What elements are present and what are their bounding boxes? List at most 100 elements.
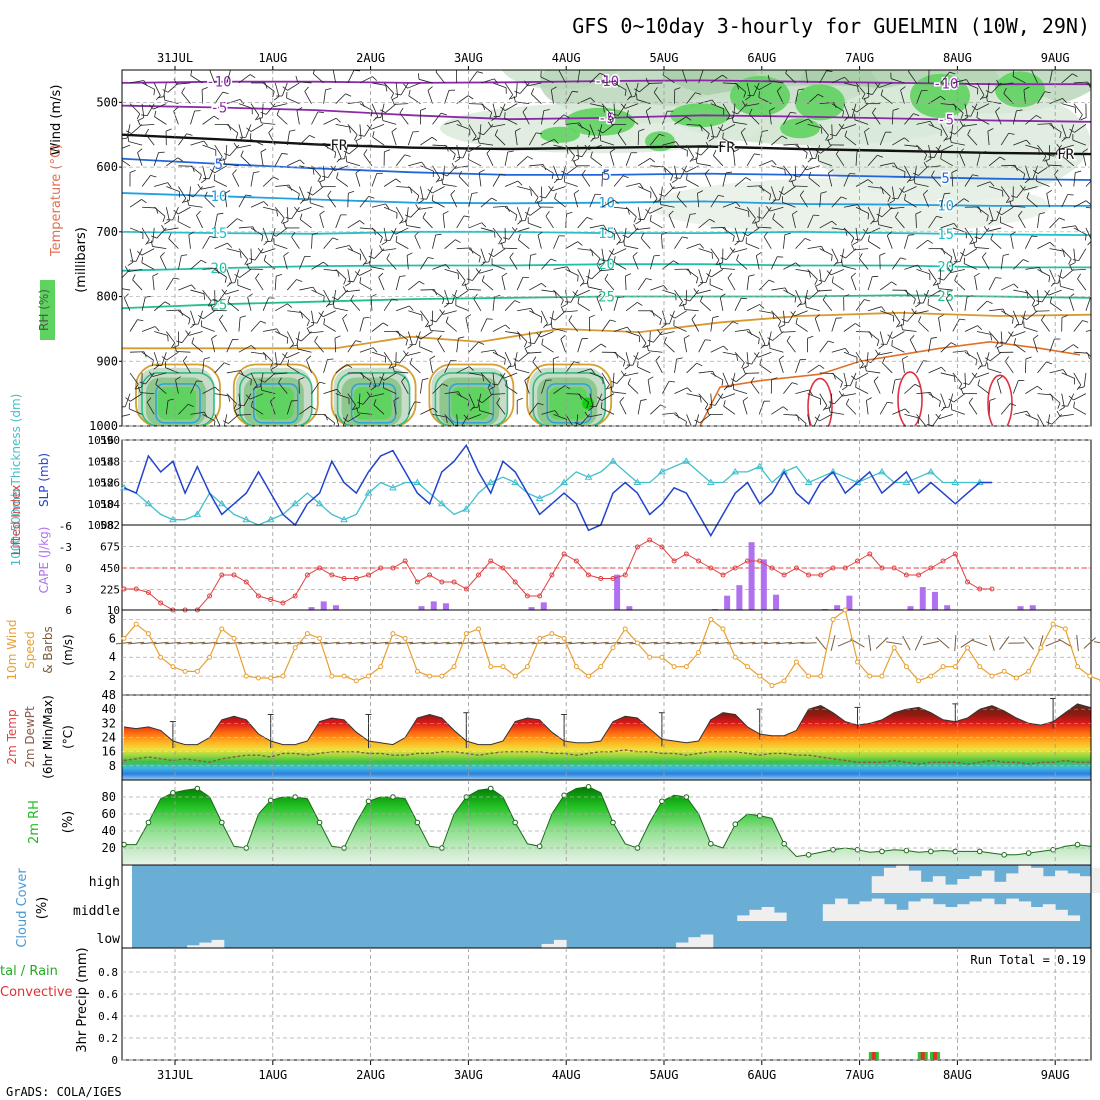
wind-barb: [940, 124, 948, 137]
wind-barb-flag: [259, 379, 265, 383]
wind-barb-flag: [524, 80, 529, 87]
isotherm-25-cell: [532, 372, 606, 426]
thickness-point: [682, 457, 691, 464]
wind-barb-flag: [845, 398, 850, 405]
wind-barb-flag: [514, 91, 521, 94]
li-point: [366, 572, 371, 578]
wind-barb: [722, 201, 737, 208]
wind-barb-flag: [987, 128, 994, 132]
wind-barb: [589, 103, 604, 107]
wind-barb-flag: [234, 273, 240, 278]
isotherm-20: [122, 263, 1091, 272]
wind-barb: [383, 227, 388, 242]
wind-barb: [274, 206, 285, 219]
wind-barb-flag: [298, 376, 305, 381]
wind-barb: [480, 227, 495, 232]
wind-barb: [751, 351, 760, 365]
wind-barb: [576, 289, 590, 297]
wind-barb: [568, 320, 579, 332]
cloud-high-cell: [1018, 865, 1032, 893]
wind-barb-flag: [971, 372, 977, 378]
wind-barb: [964, 351, 978, 360]
wind-barb-flag: [982, 252, 987, 258]
wind-barb-flag: [218, 428, 224, 429]
wind-barb-flag: [855, 323, 861, 328]
wind-barb: [864, 131, 869, 146]
wind10-point: [965, 645, 971, 651]
wind-barb: [396, 305, 410, 312]
wind-barb: [370, 393, 385, 398]
wind-barb-flag: [586, 402, 589, 409]
wind-barb-flag: [479, 169, 485, 173]
wind-barb-flag: [299, 159, 305, 165]
wind-barb: [976, 352, 983, 366]
wind-barb-flag: [753, 220, 760, 224]
wind-barb-flag: [966, 79, 971, 85]
wind-barb-flag: [661, 323, 667, 329]
wind-barb: [314, 341, 324, 353]
wind-barb: [420, 165, 434, 172]
wind-barb: [140, 392, 155, 395]
wind-barb-flag: [450, 189, 456, 195]
wind-barb-flag: [379, 245, 383, 251]
wind-barb-flag: [653, 87, 658, 93]
wind-barb: [1061, 344, 1074, 353]
wind10-point: [524, 664, 530, 670]
wind-barb: [395, 227, 409, 235]
wind-barb: [734, 298, 742, 311]
wind-barb: [902, 329, 917, 332]
wind-barb-flag: [645, 278, 652, 281]
wind-barb-flag: [1057, 402, 1061, 409]
wind-barb-flag: [639, 183, 644, 189]
wind-barb-flag: [574, 422, 581, 426]
wind-barb-flag: [181, 198, 187, 204]
slp-tick: 1010: [88, 498, 115, 511]
wind-barb: [686, 362, 697, 374]
wind-barb-flag: [808, 171, 812, 178]
wind-barb: [407, 401, 416, 415]
temp-tick: 48: [102, 688, 116, 702]
wind-barb: [1041, 319, 1050, 332]
wind-barb-flag: [203, 293, 206, 300]
rh-point: [952, 848, 959, 855]
wind-barb: [662, 289, 676, 295]
wind-barb-flag: [1032, 169, 1039, 174]
li-tick: 0: [65, 562, 72, 575]
wind-barb: [529, 310, 542, 318]
wind-barb-flag: [530, 253, 537, 256]
wind-barb: [953, 393, 966, 403]
cloud-mid-cell: [761, 907, 775, 921]
wind-barb-flag: [551, 173, 554, 180]
wind-barb: [1033, 338, 1038, 353]
wind-barb: [684, 309, 699, 312]
wind-barb: [124, 393, 131, 407]
wind10-point: [366, 673, 371, 679]
wind-barb-flag: [317, 111, 324, 113]
wind-barb-flag: [227, 242, 233, 248]
wind-barb: [781, 331, 796, 333]
wind-barb-flag: [260, 320, 267, 324]
wind-barb: [396, 186, 411, 188]
wind-barb: [359, 227, 374, 230]
wind-barb: [504, 352, 512, 366]
wind-barb: [129, 80, 144, 84]
wind-barb: [141, 297, 146, 311]
wind-barb-flag: [350, 294, 354, 301]
cloud-mid-cell: [871, 898, 885, 921]
wind-barb: [700, 301, 712, 312]
wind-barb-flag: [972, 174, 979, 177]
wind-barb-flag: [354, 271, 360, 276]
cloud-mid-cell: [1006, 898, 1019, 921]
wind-barb-flag: [699, 243, 704, 249]
wind-barb: [637, 158, 651, 167]
wind-barb: [541, 289, 556, 293]
wind-barb-flag: [864, 127, 870, 132]
thickness-point: [242, 515, 251, 523]
wind10-barb: [751, 641, 768, 645]
wind-barb-flag: [249, 74, 256, 79]
wind-barb: [532, 361, 542, 374]
wind-barb: [807, 364, 820, 374]
wind-barb-flag: [469, 406, 475, 411]
wind-barb-flag: [953, 376, 956, 383]
wind-barb-flag: [838, 390, 843, 397]
